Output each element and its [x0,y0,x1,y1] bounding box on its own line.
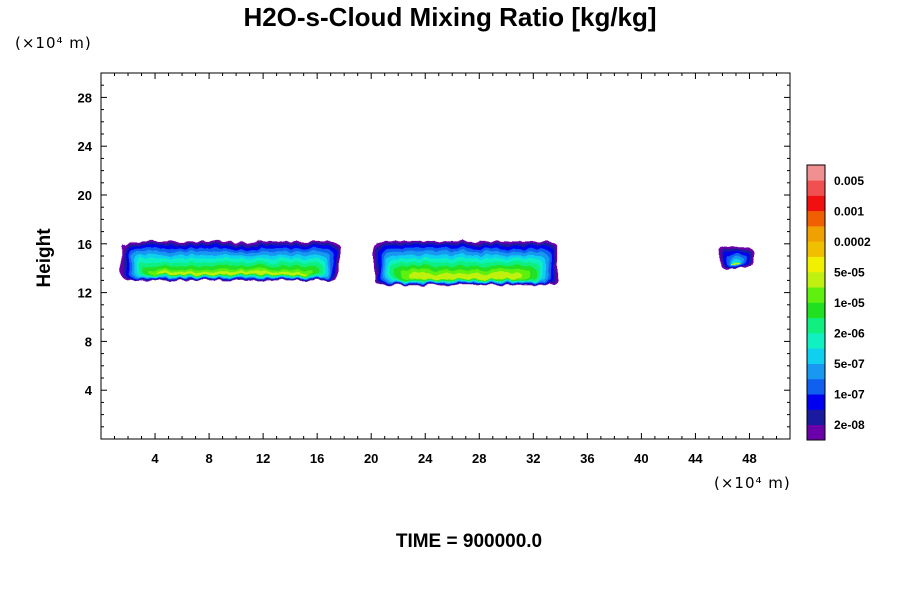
y-axis-unit: (×10⁴ m) [15,34,92,52]
colorbar-label: 0.005 [834,174,864,188]
x-tick-label: 40 [634,451,648,466]
x-tick-label: 20 [364,451,378,466]
colorbar: 0.005 0.001 0.0002 5e-05 1e-05 2e-06 5e-07 1e-0… [806,164,871,441]
colorbar-frame [806,164,826,441]
colorbar-swatch [807,241,825,257]
colorbar-label: 0.001 [834,204,864,218]
x-tick-label: 28 [472,451,486,466]
colorbar-swatch [807,378,825,395]
x-tick-label: 48 [742,451,756,466]
colorbar-label: 1e-07 [834,388,865,402]
y-tick-label: 28 [78,90,92,105]
colorbar-swatch [807,226,825,242]
x-tick-label: 12 [256,451,270,466]
cloud-field [121,241,754,286]
colorbar-swatch [807,424,825,441]
colorbar-swatch [807,210,825,227]
colorbar-swatch [807,348,825,364]
y-tick-label: 20 [78,188,92,203]
colorbar-swatch [807,256,825,273]
x-tick-label: 36 [580,451,594,466]
colorbar-swatch [807,165,825,181]
x-tick-label: 4 [151,451,159,466]
x-tick-label: 24 [418,451,433,466]
x-axis-unit: (×10⁴ m) [714,474,791,492]
colorbar-swatch [807,409,825,426]
x-tick-label: 16 [310,451,324,466]
colorbar-swatch [807,271,825,288]
y-tick-label: 16 [78,237,92,252]
colorbar-label: 1e-05 [834,296,865,310]
cloud-contour [156,271,305,275]
cloud-contour [731,264,742,266]
chart-title: H2O-s-Cloud Mixing Ratio [kg/kg] [243,2,657,32]
colorbar-swatch [807,333,825,349]
x-axis: 4 8 12 16 20 24 28 32 36 40 44 48 [114,73,777,466]
colorbar-label: 2e-08 [834,418,865,432]
x-tick-label: 44 [688,451,703,466]
y-tick-label: 8 [85,334,92,349]
colorbar-swatch [807,180,825,196]
colorbar-swatch [807,287,825,303]
colorbar-label: 0.0002 [834,235,871,249]
cloud-contour [409,273,523,280]
colorbar-swatch [807,317,825,334]
x-tick-label: 32 [526,451,540,466]
y-axis: 4 8 12 16 20 24 28 [78,84,790,428]
colorbar-label: 2e-06 [834,327,865,341]
colorbar-swatch [807,394,825,410]
colorbar-label: 5e-07 [834,357,865,371]
colorbar-swatch [807,195,825,212]
colorbar-label: 5e-05 [834,265,865,279]
y-tick-label: 24 [78,139,93,154]
y-axis-label: Height [34,228,55,288]
y-tick-label: 4 [85,383,93,398]
time-label: TIME = 900000.0 [395,531,543,552]
colorbar-swatch [807,363,825,380]
y-tick-label: 12 [78,286,92,301]
x-tick-label: 8 [205,451,212,466]
colorbar-swatch [807,302,825,319]
